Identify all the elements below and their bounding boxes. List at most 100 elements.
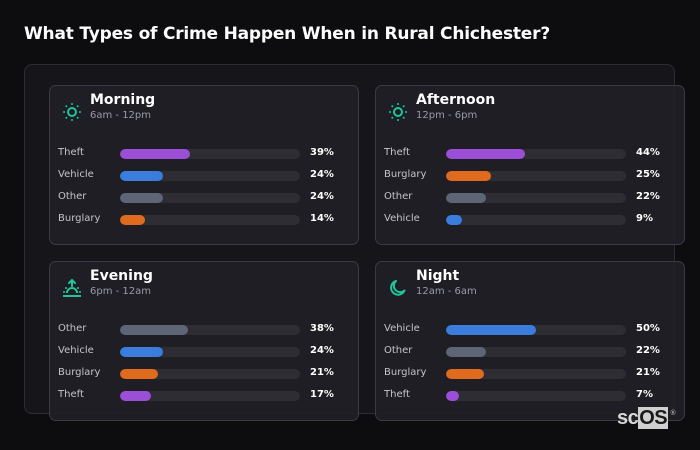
percentage-value: 14% — [310, 213, 334, 224]
percentage-value: 22% — [636, 345, 660, 356]
bar-track — [446, 215, 626, 225]
page-title: What Types of Crime Happen When in Rural… — [24, 24, 550, 44]
bar-row: Vehicle 24% — [50, 342, 358, 364]
bar-fill — [120, 347, 164, 357]
logo-os: OS — [638, 407, 669, 429]
bar-track — [446, 149, 626, 159]
percentage-value: 9% — [636, 213, 653, 224]
percentage-value: 38% — [310, 323, 334, 334]
bar-fill — [446, 325, 536, 335]
crime-type-label: Other — [58, 323, 87, 334]
bar-fill — [446, 369, 484, 379]
bar-fill — [120, 215, 146, 225]
crime-type-label: Burglary — [384, 169, 427, 180]
percentage-value: 24% — [310, 345, 334, 356]
bar-track — [120, 215, 300, 225]
crime-type-label: Theft — [384, 389, 410, 400]
bar-list: Theft 39% Vehicle 24% Other 24% Burglary 14% — [50, 144, 358, 232]
crime-type-label: Vehicle — [58, 169, 94, 180]
percentage-value: 22% — [636, 191, 660, 202]
scos-logo: scOS ® — [617, 407, 676, 429]
bar-fill — [446, 215, 463, 225]
bar-fill — [446, 391, 459, 401]
bar-track — [120, 391, 300, 401]
card-title: Morning — [90, 92, 156, 108]
card-night: Night 12am - 6am Vehicle 50% Other 22% Burgl… — [375, 261, 685, 421]
bar-row: Theft 44% — [376, 144, 684, 166]
bar-track — [120, 369, 300, 379]
bar-row: Vehicle 50% — [376, 320, 684, 342]
bar-row: Other 24% — [50, 188, 358, 210]
crime-type-label: Burglary — [58, 213, 101, 224]
bar-fill — [446, 347, 486, 357]
card-time-range: 6pm - 12am — [90, 286, 152, 297]
bar-track — [446, 325, 626, 335]
card-evening: Evening 6pm - 12am Other 38% Vehicle 24% Bur… — [49, 261, 359, 421]
bar-fill — [120, 193, 164, 203]
bar-track — [120, 171, 300, 181]
bar-track — [120, 149, 300, 159]
percentage-value: 39% — [310, 147, 334, 158]
card-time-range: 6am - 12pm — [90, 110, 152, 121]
bar-fill — [446, 193, 486, 203]
bar-fill — [120, 391, 151, 401]
bar-row: Burglary 25% — [376, 166, 684, 188]
crime-type-label: Vehicle — [384, 213, 420, 224]
bar-track — [120, 325, 300, 335]
bar-track — [446, 171, 626, 181]
card-title: Evening — [90, 268, 153, 284]
bar-track — [446, 347, 626, 357]
logo-sc: sc — [617, 407, 639, 429]
bar-row: Other 22% — [376, 342, 684, 364]
percentage-value: 44% — [636, 147, 660, 158]
bar-fill — [446, 149, 526, 159]
percentage-value: 24% — [310, 191, 334, 202]
bar-track — [446, 193, 626, 203]
card-morning: Morning 6am - 12pm Theft 39% Vehicle 24% Oth… — [49, 85, 359, 245]
percentage-value: 7% — [636, 389, 653, 400]
bar-fill — [120, 171, 164, 181]
card-title: Afternoon — [416, 92, 496, 108]
card-time-range: 12pm - 6pm — [416, 110, 478, 121]
percentage-value: 21% — [310, 367, 334, 378]
bar-list: Other 38% Vehicle 24% Burglary 21% Theft 17% — [50, 320, 358, 408]
bar-row: Vehicle 24% — [50, 166, 358, 188]
card-time-range: 12am - 6am — [416, 286, 477, 297]
crime-type-label: Burglary — [384, 367, 427, 378]
bar-row: Other 38% — [50, 320, 358, 342]
bar-track — [120, 193, 300, 203]
percentage-value: 50% — [636, 323, 660, 334]
bar-row: Burglary 21% — [376, 364, 684, 386]
crime-type-label: Theft — [384, 147, 410, 158]
registered-mark: ® — [670, 410, 676, 417]
bar-fill — [120, 325, 189, 335]
bar-row: Theft 39% — [50, 144, 358, 166]
bar-row: Theft 7% — [376, 386, 684, 408]
bar-row: Burglary 21% — [50, 364, 358, 386]
percentage-value: 17% — [310, 389, 334, 400]
sun-icon — [387, 101, 409, 123]
bar-list: Theft 44% Burglary 25% Other 22% Vehicle 9% — [376, 144, 684, 232]
bar-row: Burglary 14% — [50, 210, 358, 232]
crime-type-label: Theft — [58, 389, 84, 400]
bar-track — [446, 391, 626, 401]
crime-type-label: Theft — [58, 147, 84, 158]
bar-row: Theft 17% — [50, 386, 358, 408]
bar-fill — [446, 171, 491, 181]
bar-list: Vehicle 50% Other 22% Burglary 21% Theft 7% — [376, 320, 684, 408]
sun-icon — [61, 101, 83, 123]
bar-row: Vehicle 9% — [376, 210, 684, 232]
bar-fill — [120, 149, 191, 159]
bar-track — [446, 369, 626, 379]
bar-fill — [120, 369, 158, 379]
percentage-value: 21% — [636, 367, 660, 378]
percentage-value: 24% — [310, 169, 334, 180]
crime-type-label: Other — [58, 191, 87, 202]
moon-icon — [387, 277, 409, 299]
crime-type-label: Other — [384, 191, 413, 202]
crime-type-label: Vehicle — [58, 345, 94, 356]
crime-type-label: Other — [384, 345, 413, 356]
crime-type-label: Vehicle — [384, 323, 420, 334]
bar-track — [120, 347, 300, 357]
card-title: Night — [416, 268, 460, 284]
